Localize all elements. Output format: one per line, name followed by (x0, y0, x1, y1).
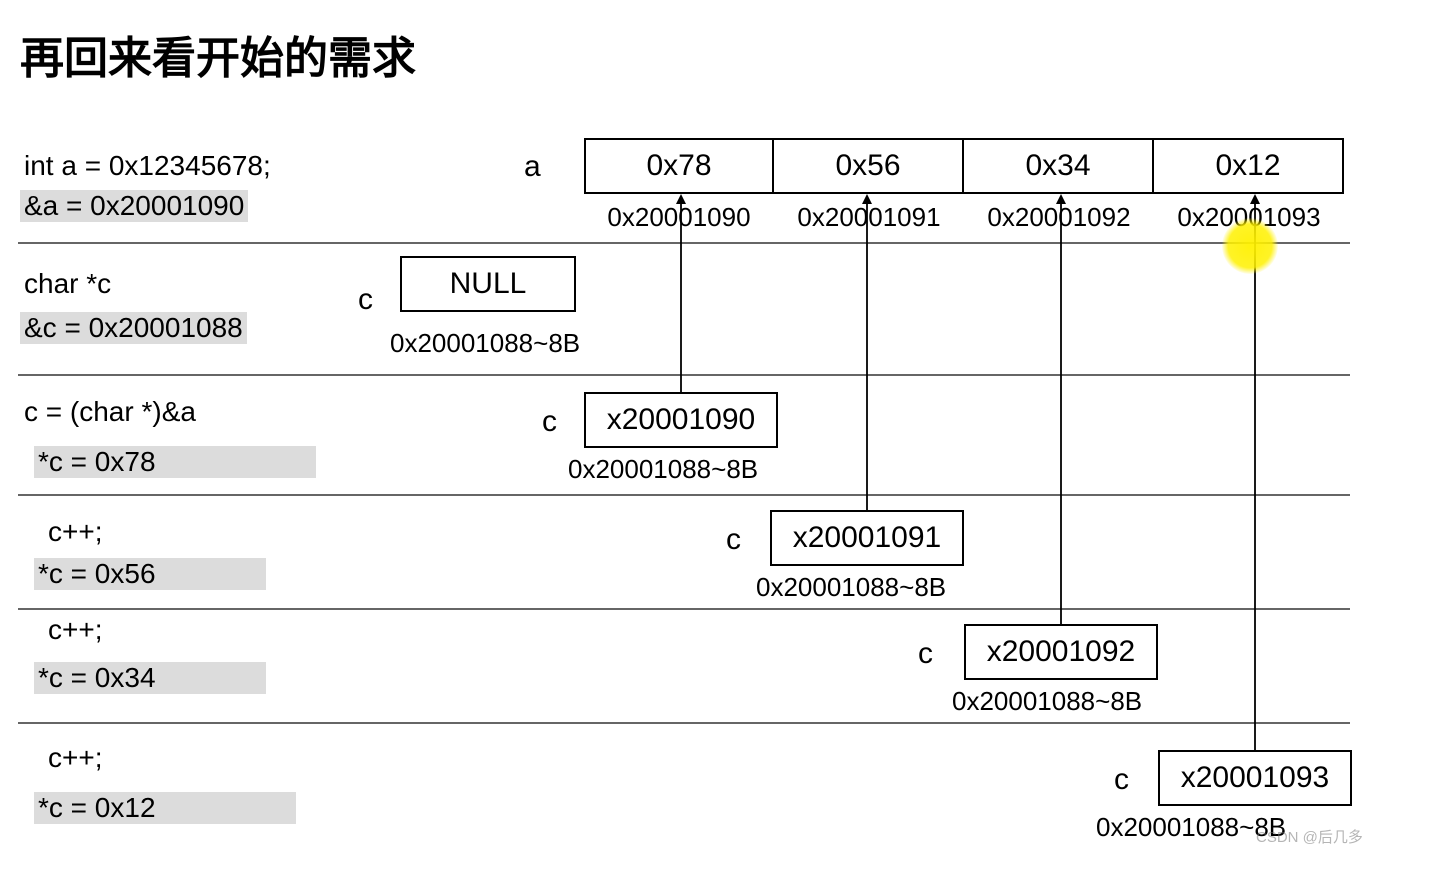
separator-4 (18, 608, 1350, 610)
code-row2-line2: &c = 0x20001088 (20, 312, 247, 344)
separator-5 (18, 722, 1350, 724)
arrow-3 (1056, 194, 1066, 624)
memory-addr-0: 0x20001090 (584, 202, 774, 233)
code-row2-line1: char *c (24, 268, 111, 300)
page-title: 再回来看开始的需求 (20, 22, 416, 86)
watermark: CSDN @后几多 (1256, 826, 1363, 847)
code-row4-line1: c++; (48, 516, 102, 548)
pointer-box-5: x20001093 (1158, 750, 1352, 806)
code-row1-line2: &a = 0x20001090 (20, 190, 248, 222)
code-row1-line1: int a = 0x12345678; (24, 150, 271, 182)
pointer-addr-1: 0x20001088~8B (390, 328, 580, 359)
var-label-c2: c (542, 405, 557, 439)
var-label-a: a (524, 150, 541, 184)
separator-2 (18, 374, 1350, 376)
arrow-4 (1250, 194, 1260, 750)
pointer-box-3: x20001091 (770, 510, 964, 566)
memory-addr-1: 0x20001091 (774, 202, 964, 233)
pointer-addr-2: 0x20001088~8B (568, 454, 758, 485)
cursor-highlight (1222, 218, 1278, 274)
var-label-c3: c (726, 523, 741, 557)
memory-row-a: 0x78 0x56 0x34 0x12 (584, 138, 1344, 194)
code-row6-line1: c++; (48, 742, 102, 774)
memory-cell-3: 0x12 (1154, 138, 1344, 194)
memory-cell-2: 0x34 (964, 138, 1154, 194)
var-label-c4: c (918, 637, 933, 671)
code-row3-line2: *c = 0x78 (34, 446, 316, 478)
var-label-c5: c (1114, 763, 1129, 797)
memory-cell-1: 0x56 (774, 138, 964, 194)
code-row5-line2: *c = 0x34 (34, 662, 266, 694)
code-row6-line2: *c = 0x12 (34, 792, 296, 824)
separator-3 (18, 494, 1350, 496)
pointer-box-2: x20001090 (584, 392, 778, 448)
memory-addr-2: 0x20001092 (964, 202, 1154, 233)
code-row5-line1: c++; (48, 614, 102, 646)
separator-1 (18, 242, 1350, 244)
code-row3-line1: c = (char *)&a (24, 396, 196, 428)
code-row4-line2: *c = 0x56 (34, 558, 266, 590)
pointer-addr-3: 0x20001088~8B (756, 572, 946, 603)
var-label-c1: c (358, 283, 373, 317)
pointer-addr-4: 0x20001088~8B (952, 686, 1142, 717)
pointer-box-null: NULL (400, 256, 576, 312)
memory-cell-0: 0x78 (584, 138, 774, 194)
pointer-box-4: x20001092 (964, 624, 1158, 680)
